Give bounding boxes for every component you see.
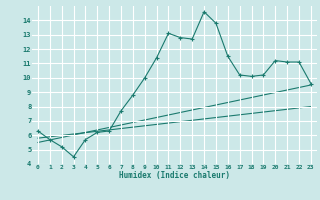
X-axis label: Humidex (Indice chaleur): Humidex (Indice chaleur): [119, 171, 230, 180]
